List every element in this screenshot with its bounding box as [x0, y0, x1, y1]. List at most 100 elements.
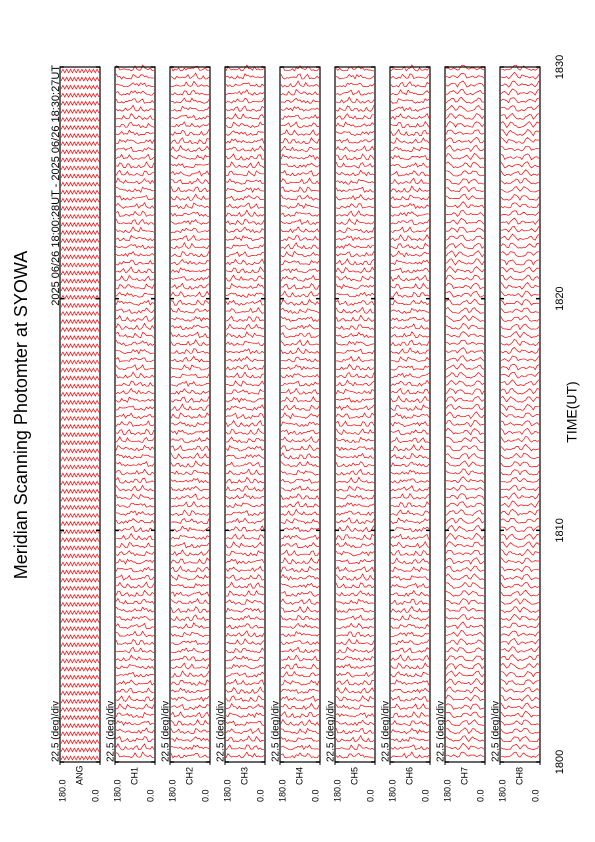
scan-trace — [60, 92, 100, 98]
scan-trace — [500, 541, 540, 549]
scan-trace — [445, 170, 485, 177]
scan-trace — [445, 476, 485, 484]
scan-trace — [60, 189, 100, 195]
scan-trace — [280, 153, 320, 161]
scan-trace — [60, 351, 100, 357]
scan-trace — [445, 372, 485, 379]
scan-trace — [500, 687, 540, 693]
scan-trace — [390, 452, 430, 460]
scan-trace — [390, 154, 430, 161]
scan-trace — [390, 436, 430, 443]
scan-trace — [115, 405, 155, 411]
scan-trace — [60, 569, 100, 575]
scan-trace — [500, 654, 540, 662]
scan-trace — [60, 399, 100, 405]
scan-trace — [335, 573, 375, 581]
scan-trace — [390, 703, 430, 710]
scan-trace — [225, 178, 265, 185]
scan-trace — [280, 606, 320, 613]
scan-trace — [60, 496, 100, 502]
scan-trace — [500, 728, 540, 734]
scan-trace — [335, 719, 375, 727]
scan-trace — [335, 656, 375, 662]
scan-trace — [60, 626, 100, 632]
scan-trace — [170, 251, 210, 258]
scan-trace — [445, 694, 485, 702]
scan-trace — [60, 415, 100, 422]
panel-traces — [390, 64, 430, 759]
scan-trace — [335, 631, 375, 638]
panel-scale: 22.5 (deg)/div — [436, 701, 447, 762]
scan-trace — [170, 509, 210, 516]
scan-trace — [500, 105, 540, 112]
scan-trace — [500, 622, 540, 629]
scan-trace — [445, 121, 485, 128]
y-tick-label: 0.0 — [200, 789, 210, 802]
scan-trace — [170, 396, 210, 403]
panel-scale: 22.5 (deg)/div — [106, 701, 117, 762]
scan-trace — [60, 278, 100, 284]
scan-trace — [60, 545, 100, 551]
scan-trace — [60, 68, 100, 74]
scan-trace — [500, 484, 540, 492]
scan-trace — [60, 642, 100, 648]
scan-trace — [390, 404, 430, 412]
scan-trace — [115, 566, 155, 573]
scan-trace — [390, 509, 430, 516]
scan-trace — [225, 630, 265, 638]
scan-trace — [281, 97, 320, 104]
scan-trace — [225, 64, 265, 72]
scan-trace — [445, 144, 485, 153]
scan-trace — [170, 614, 210, 621]
scan-trace — [500, 427, 540, 436]
scan-trace — [60, 464, 100, 470]
scan-trace — [500, 136, 539, 144]
scan-trace — [60, 238, 100, 244]
scan-trace — [445, 742, 485, 751]
scan-trace — [335, 517, 375, 525]
scan-trace — [115, 322, 155, 331]
scan-trace — [280, 436, 320, 443]
scan-trace — [116, 581, 155, 589]
scan-trace — [225, 306, 265, 314]
scan-trace — [445, 96, 485, 104]
scan-trace — [335, 169, 375, 177]
scan-trace — [225, 638, 265, 646]
scan-trace — [60, 294, 100, 300]
scan-trace — [280, 654, 320, 662]
scan-trace — [500, 217, 540, 226]
scan-trace — [445, 436, 485, 443]
scan-trace — [170, 703, 210, 710]
scan-trace — [390, 89, 430, 96]
x-tick-label: 1820 — [554, 286, 566, 310]
scan-trace — [225, 315, 265, 322]
scan-trace — [170, 202, 210, 209]
scan-trace — [500, 461, 540, 468]
scan-trace — [225, 533, 265, 540]
panel-scale: 22.5 (deg)/div — [51, 701, 62, 762]
scan-trace — [170, 105, 210, 112]
scan-trace — [115, 493, 155, 500]
scan-trace — [170, 752, 210, 759]
scan-trace — [115, 679, 155, 686]
scan-trace — [280, 373, 320, 379]
x-tick-label: 1810 — [554, 518, 566, 542]
scan-trace — [170, 631, 209, 638]
scan-trace — [500, 606, 540, 613]
scan-trace — [115, 510, 155, 516]
scan-trace — [170, 380, 210, 387]
scan-trace — [390, 517, 430, 524]
scan-trace — [115, 703, 155, 710]
scan-trace — [225, 73, 265, 80]
scan-trace — [500, 177, 540, 185]
scan-trace — [336, 622, 375, 629]
scan-trace — [170, 170, 210, 177]
scan-trace — [225, 380, 265, 387]
scan-trace — [225, 340, 265, 346]
scan-trace — [390, 372, 430, 379]
scan-trace — [225, 282, 265, 290]
scan-trace — [335, 138, 375, 144]
scan-trace — [391, 631, 430, 638]
scan-trace — [60, 553, 100, 559]
y-tick-label: 0.0 — [475, 789, 485, 802]
